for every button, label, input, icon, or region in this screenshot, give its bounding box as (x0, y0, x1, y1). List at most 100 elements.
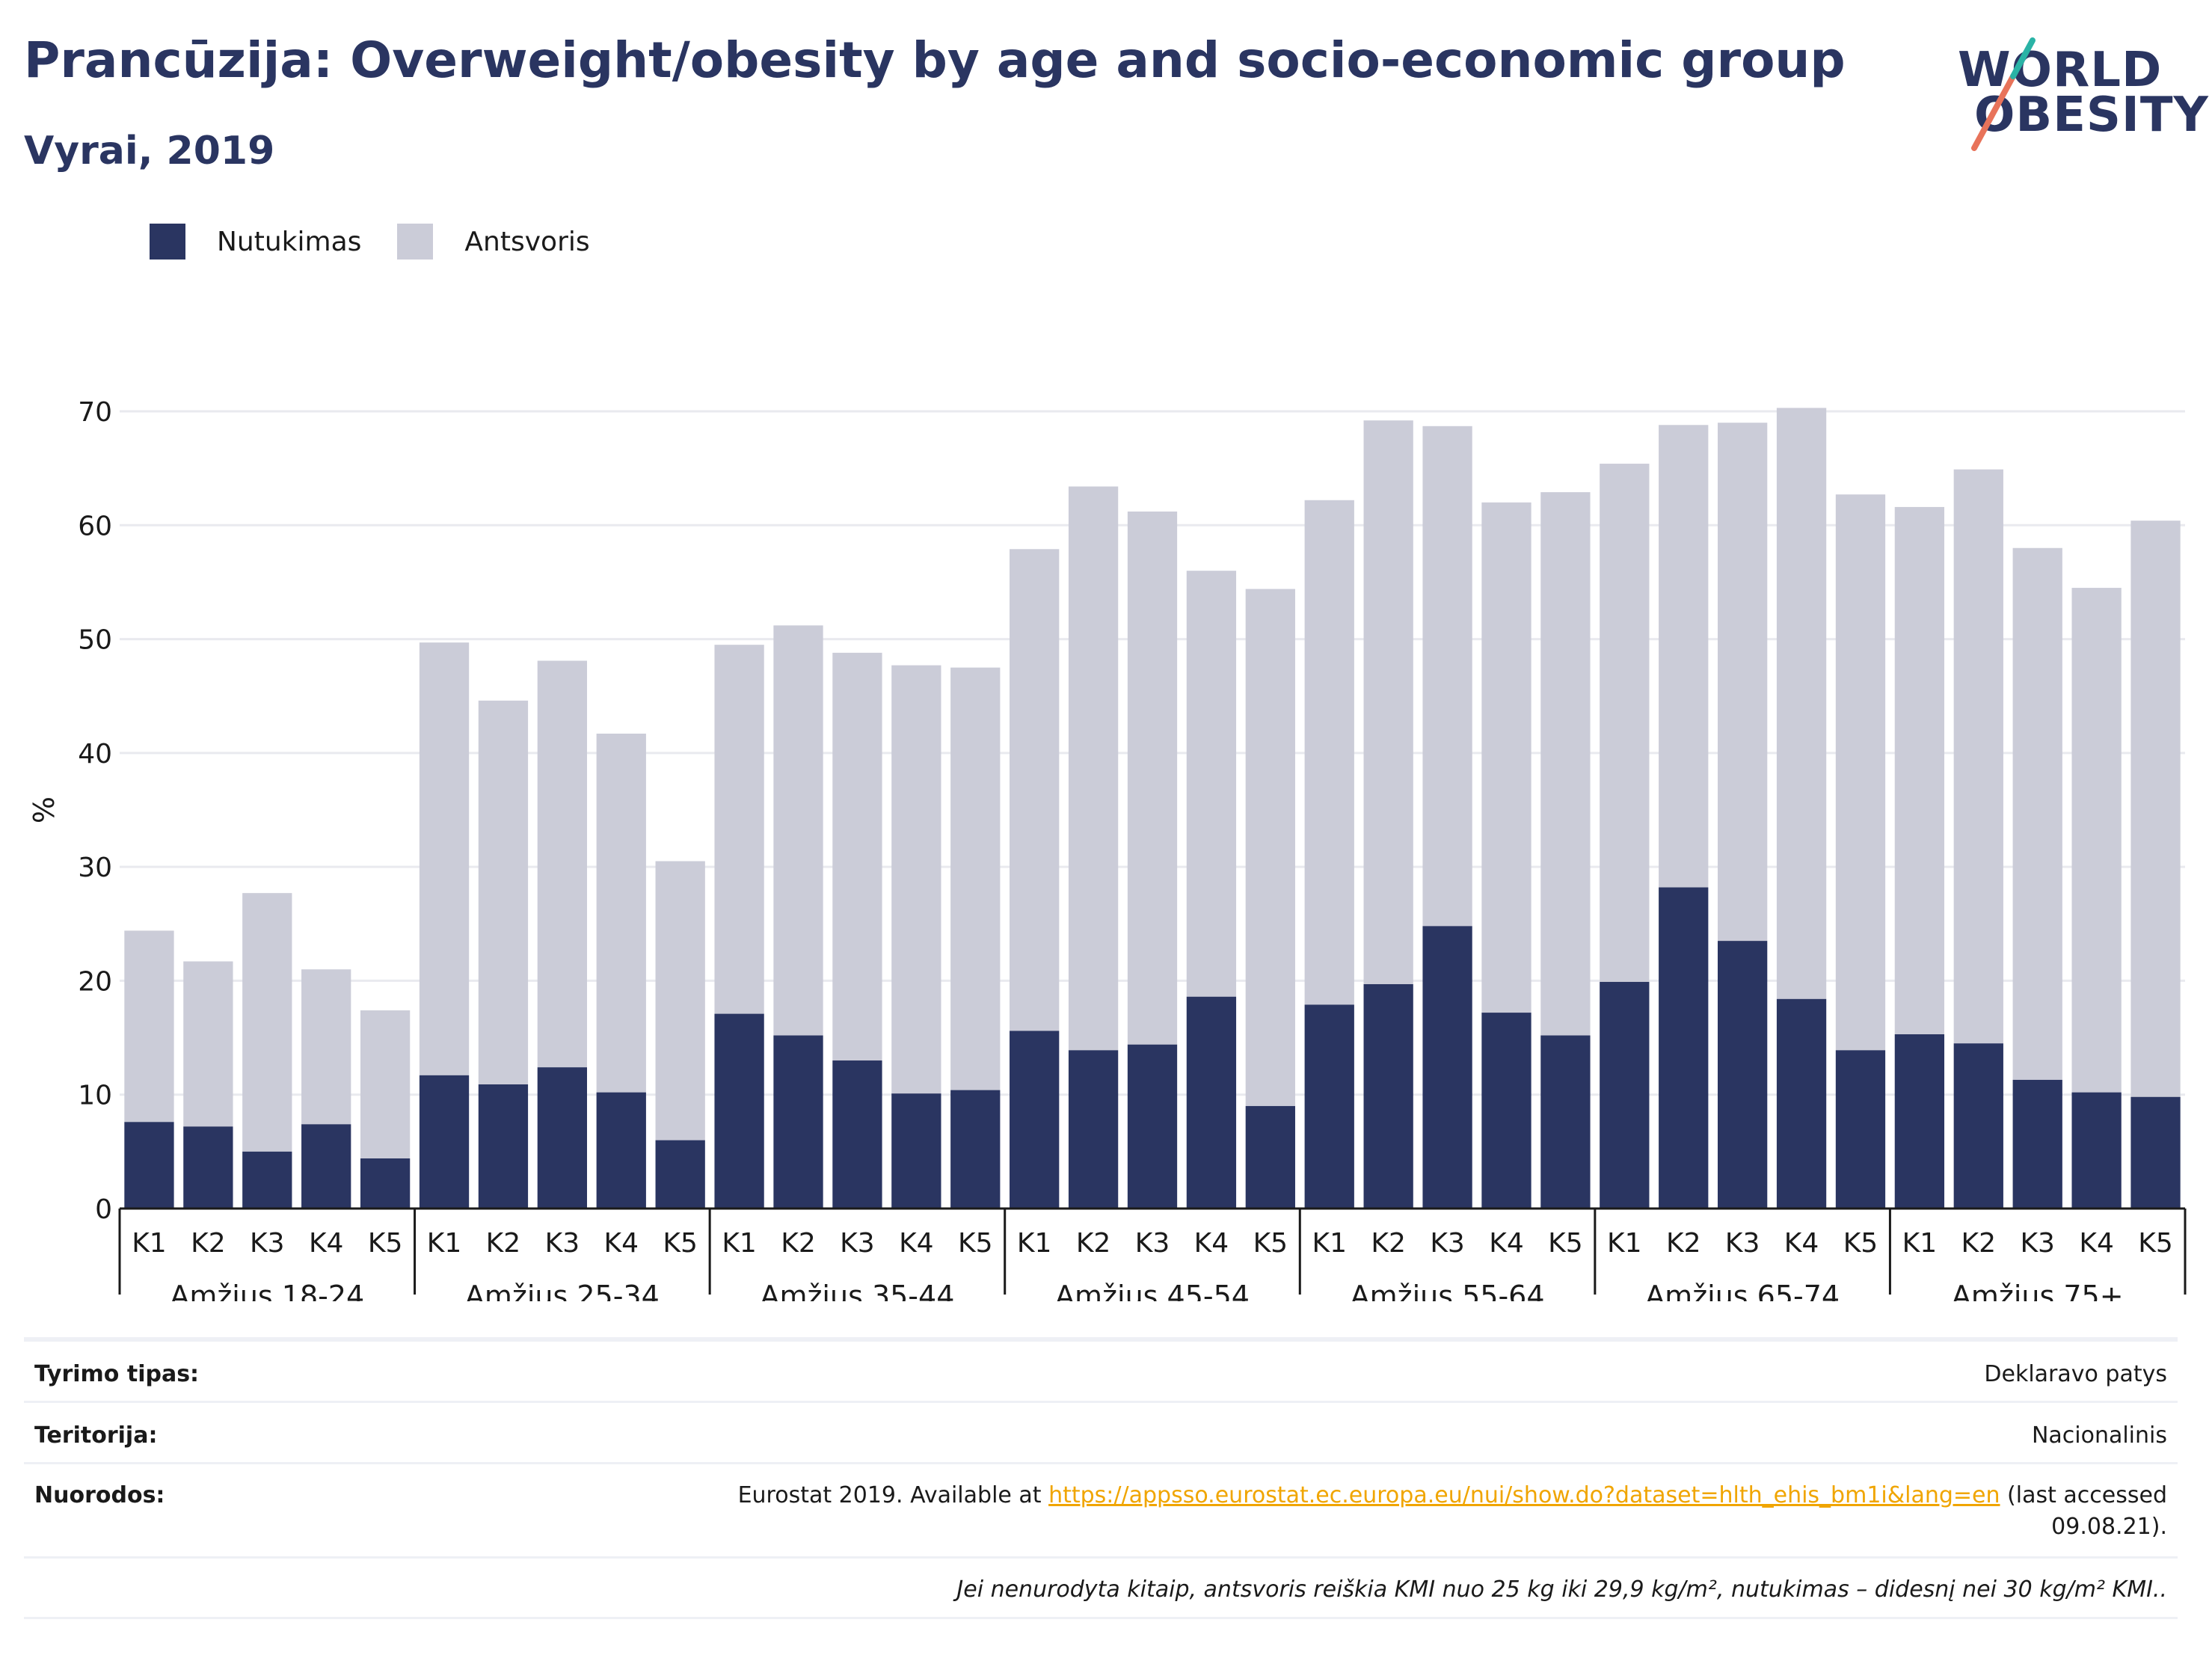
legend-label-obesity: Nutukimas (217, 226, 362, 257)
bar-obesity (950, 1090, 1001, 1209)
y-tick-label: 0 (95, 1194, 112, 1225)
age-group-label: Amžius 45-54 (1055, 1280, 1250, 1301)
y-tick-label: 70 (78, 397, 112, 428)
legend-swatch-obesity (150, 224, 185, 260)
bar-obesity (1127, 1044, 1178, 1209)
chart-legend: Nutukimas Antsvoris (150, 223, 626, 260)
bar-overweight (773, 625, 823, 1036)
x-tick-label: K2 (191, 1228, 226, 1259)
bar-overweight (2130, 521, 2181, 1097)
bar-obesity (1600, 981, 1650, 1209)
bar-overweight (1835, 494, 1886, 1051)
bar-obesity (2071, 1092, 2122, 1209)
references-line-1: Eurostat 2019. Available at https://apps… (738, 1482, 2167, 1508)
age-group-label: Amžius 65-74 (1645, 1280, 1840, 1301)
bar-obesity (301, 1124, 351, 1209)
y-axis-title: % (28, 796, 61, 823)
bar-overweight (1481, 502, 1531, 1013)
x-tick-label: K4 (899, 1228, 934, 1259)
bar-overweight (714, 645, 764, 1014)
references-link[interactable]: https://appsso.eurostat.ec.europa.eu/nui… (1048, 1482, 2000, 1508)
bar-overweight (1953, 469, 2003, 1044)
x-tick-label: K1 (427, 1228, 462, 1259)
bar-overweight (419, 642, 470, 1075)
bar-overweight (1422, 426, 1472, 927)
age-group-label: Amžius 75+ (1952, 1280, 2124, 1301)
bar-obesity (1717, 941, 1768, 1209)
bar-obesity (1776, 998, 1827, 1209)
x-tick-label: K3 (250, 1228, 285, 1259)
bar-overweight (537, 660, 588, 1068)
bar-overweight (891, 665, 941, 1094)
x-tick-label: K5 (1548, 1228, 1583, 1259)
logo-word-obesity: OBESITY (1974, 87, 2209, 143)
x-tick-label: K5 (1253, 1228, 1288, 1259)
x-tick-label: K5 (368, 1228, 403, 1259)
bar-obesity (1540, 1035, 1591, 1209)
bar-obesity (596, 1092, 646, 1209)
info-row-survey: Tyrimo tipas: Deklaravo patys (24, 1339, 2178, 1401)
x-tick-label: K1 (1607, 1228, 1642, 1259)
age-group-label: Amžius 55-64 (1351, 1280, 1545, 1301)
bar-obesity (1010, 1031, 1060, 1209)
bar-obesity (1422, 926, 1472, 1209)
definition-note: Jei nenurodyta kitaip, antsvoris reiškia… (956, 1576, 2167, 1603)
bar-obesity (360, 1158, 411, 1209)
x-tick-label: K2 (1076, 1228, 1111, 1259)
x-tick-label: K3 (1135, 1228, 1170, 1259)
bar-overweight (478, 700, 529, 1085)
bar-overweight (2012, 547, 2062, 1080)
info-row-note: Jei nenurodyta kitaip, antsvoris reiškia… (24, 1556, 2178, 1619)
x-tick-label: K5 (2138, 1228, 2173, 1259)
bar-obesity (124, 1122, 174, 1209)
y-tick-label: 10 (78, 1081, 112, 1111)
bar-overweight (360, 1010, 411, 1158)
x-tick-label: K4 (2079, 1228, 2114, 1259)
age-group-label: Amžius 35-44 (760, 1280, 954, 1301)
x-tick-label: K3 (1430, 1228, 1465, 1259)
bar-obesity (1894, 1034, 1945, 1209)
bar-overweight (832, 652, 882, 1061)
bar-overweight (1127, 512, 1178, 1045)
bar-overweight (1540, 492, 1591, 1036)
bar-obesity (1245, 1105, 1295, 1209)
x-tick-label: K1 (1902, 1228, 1938, 1259)
bar-obesity (1953, 1043, 2003, 1209)
y-tick-label: 50 (78, 625, 112, 656)
legend-swatch-overweight (397, 224, 434, 260)
x-tick-label: K4 (1489, 1228, 1524, 1259)
bar-obesity (1481, 1013, 1531, 1209)
bar-obesity (1068, 1050, 1119, 1209)
x-tick-label: K2 (486, 1228, 521, 1259)
legend-item-overweight: Antsvoris (397, 224, 590, 260)
bar-overweight (1600, 464, 1650, 982)
y-tick-label: 40 (78, 739, 112, 770)
bar-obesity (1659, 887, 1709, 1209)
bar-overweight (1068, 486, 1119, 1051)
x-tick-label: K1 (722, 1228, 757, 1259)
bar-obesity (242, 1151, 292, 1209)
logo-word-world: WORLD (1958, 43, 2163, 98)
bar-obesity (419, 1075, 470, 1209)
bar-overweight (950, 667, 1001, 1090)
info-row-territory: Teritorija: Nacionalinis (24, 1401, 2178, 1462)
x-tick-label: K5 (958, 1228, 993, 1259)
bar-obesity (655, 1140, 705, 1209)
age-group-label: Amžius 25-34 (465, 1280, 660, 1301)
bar-obesity (1186, 996, 1237, 1209)
x-tick-label: K3 (1725, 1228, 1760, 1259)
x-tick-label: K4 (1784, 1228, 1819, 1259)
bar-overweight (124, 930, 174, 1123)
x-tick-label: K2 (1961, 1228, 1997, 1259)
survey-type-label: Tyrimo tipas: (34, 1361, 200, 1387)
x-tick-label: K3 (545, 1228, 580, 1259)
legend-item-obesity: Nutukimas (150, 224, 361, 260)
references-label: Nuorodos: (34, 1482, 165, 1508)
references-suffix: (last accessed (2000, 1482, 2167, 1508)
x-tick-label: K5 (1843, 1228, 1878, 1259)
info-row-references: Nuorodos: Eurostat 2019. Available at ht… (24, 1462, 2178, 1556)
x-tick-label: K3 (2020, 1228, 2055, 1259)
bar-obesity (537, 1067, 588, 1209)
x-tick-label: K3 (840, 1228, 875, 1259)
